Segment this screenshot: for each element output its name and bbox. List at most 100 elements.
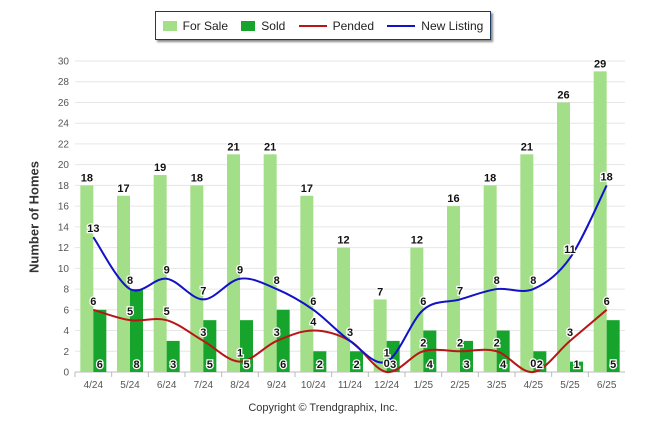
new-listing-data-label: 8 (494, 275, 500, 287)
for-sale-data-label: 26 (557, 89, 569, 101)
new-listing-data-label: 8 (530, 275, 536, 287)
y-tick-label: 22 (58, 139, 70, 150)
bar-sold (606, 320, 620, 372)
for-sale-data-label: 7 (377, 286, 383, 298)
pended-data-label: 0 (530, 358, 536, 370)
bar-for-sale (410, 247, 424, 372)
y-axis-label: Number of Homes (26, 161, 42, 273)
x-tick-label: 8/24 (230, 380, 250, 391)
sold-data-label: 8 (133, 359, 139, 371)
for-sale-data-label: 29 (594, 58, 606, 70)
bar-sold (130, 289, 143, 372)
sold-data-label: 1 (573, 359, 579, 371)
y-tick-label: 8 (63, 285, 69, 296)
new-listing-data-label: 9 (164, 265, 170, 277)
copyright-text: Copyright © Trendgraphix, Inc. (248, 402, 398, 414)
legend-item-for-sale[interactable]: For Sale (162, 18, 228, 33)
bar-for-sale (263, 154, 277, 372)
new-listing-swatch (387, 24, 416, 27)
x-tick-label: 7/24 (194, 380, 214, 391)
pended-data-label: 1 (237, 348, 243, 360)
pended-data-label: 6 (604, 296, 610, 308)
pended-data-label: 0 (384, 358, 390, 370)
sold-data-label: 6 (97, 359, 103, 371)
y-tick-label: 10 (58, 264, 70, 275)
legend-label-for-sale: For Sale (182, 18, 228, 33)
x-tick-label: 4/25 (524, 380, 544, 391)
for-sale-data-label: 16 (447, 193, 459, 205)
new-listing-data-label: 8 (127, 275, 133, 287)
x-tick-label: 6/24 (157, 380, 177, 391)
bar-sold (460, 340, 473, 372)
bar-for-sale (190, 185, 204, 372)
legend-item-new-listing[interactable]: New Listing (387, 19, 483, 33)
new-listing-data-label: 9 (237, 265, 243, 277)
new-listing-data-label: 11 (564, 244, 576, 256)
pended-data-label: 4 (310, 317, 317, 329)
lines (92, 184, 608, 374)
bar-sold (93, 309, 107, 372)
y-tick-label: 12 (58, 243, 70, 254)
sold-data-label: 5 (610, 359, 616, 371)
line-new-listing (92, 184, 608, 364)
x-tick-label: 10/24 (301, 380, 326, 391)
bars (80, 71, 620, 372)
bar-for-sale (447, 206, 460, 372)
y-tick-label: 6 (63, 305, 69, 316)
y-tick-label: 30 (58, 57, 70, 68)
y-tick-label: 26 (58, 98, 70, 109)
x-tick-label: 5/25 (560, 380, 580, 391)
for-sale-data-label: 17 (117, 183, 129, 195)
bar-sold (423, 330, 437, 372)
new-listing-data-label: 1 (384, 348, 390, 360)
new-listing-data-label: 6 (310, 296, 316, 308)
new-listing-data-label: 3 (347, 327, 353, 339)
sold-data-label: 2 (537, 359, 543, 371)
legend-label-pended: Pended (332, 18, 374, 33)
x-tick-label: 4/24 (84, 380, 104, 391)
pended-data-label: 3 (567, 327, 573, 339)
data-labels: 1866131785819359185372151921638172461223… (79, 57, 617, 372)
x-tick-label: 12/24 (374, 380, 399, 391)
bar-for-sale (373, 299, 387, 372)
legend-item-pended[interactable]: Pended (298, 18, 374, 33)
y-tick-label: 20 (58, 160, 70, 171)
new-listing-data-label: 13 (87, 223, 99, 235)
pended-data-label: 5 (164, 306, 170, 318)
for-sale-swatch (162, 20, 177, 31)
new-listing-data-label: 18 (601, 171, 613, 183)
y-tick-label: 14 (58, 222, 70, 233)
for-sale-data-label: 12 (411, 235, 423, 247)
y-tick-label: 16 (58, 202, 70, 213)
for-sale-data-label: 19 (154, 162, 166, 174)
sold-data-label: 5 (243, 359, 249, 371)
bar-for-sale (557, 102, 570, 372)
y-tick-label: 18 (58, 181, 70, 192)
x-tick-label: 1/25 (414, 380, 434, 391)
bar-for-sale (520, 154, 534, 372)
bar-sold (570, 361, 583, 372)
bar-sold (313, 351, 327, 372)
pended-data-label: 2 (457, 337, 463, 349)
for-sale-data-label: 21 (227, 141, 239, 153)
for-sale-data-label: 18 (191, 172, 203, 184)
y-tick-label: 2 (63, 347, 69, 358)
bar-sold (350, 351, 363, 372)
y-tick-label: 24 (58, 119, 70, 130)
sold-data-label: 6 (280, 359, 286, 371)
for-sale-data-label: 21 (521, 141, 533, 153)
x-tick-label: 2/25 (450, 380, 470, 391)
legend-item-sold[interactable]: Sold (241, 19, 285, 33)
pended-data-label: 3 (200, 327, 206, 339)
for-sale-data-label: 18 (81, 172, 93, 184)
y-tick-label: 0 (63, 368, 69, 379)
sold-data-label: 3 (463, 359, 469, 371)
bar-for-sale (300, 195, 314, 372)
new-listing-data-label: 6 (420, 296, 426, 308)
sold-data-label: 2 (317, 359, 323, 371)
bar-for-sale (153, 175, 167, 372)
pended-data-label: 2 (420, 337, 426, 349)
bar-sold (166, 340, 180, 372)
sold-data-label: 2 (353, 359, 359, 371)
legend-label-new-listing: New Listing (421, 18, 484, 33)
